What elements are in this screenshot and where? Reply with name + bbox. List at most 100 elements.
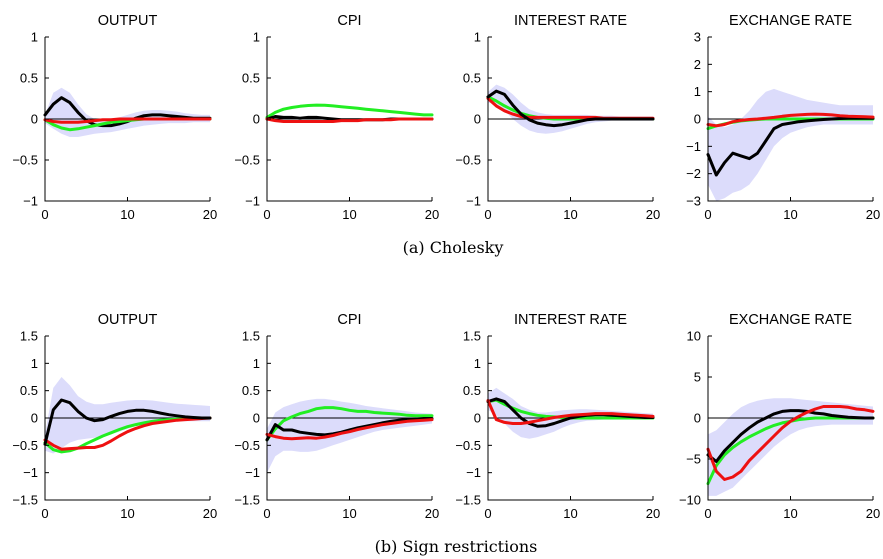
series-line-green	[265, 406, 434, 442]
confidence-band	[45, 87, 210, 137]
y-tick-label: 0	[694, 411, 701, 426]
x-tick-label: 10	[563, 207, 577, 222]
series-line-black	[486, 397, 655, 428]
series-line-red	[486, 399, 655, 425]
x-tick-label: 10	[783, 506, 797, 521]
y-tick-label: −1	[466, 465, 481, 480]
caption-cholesky: (a) Cholesky	[403, 238, 504, 257]
confidence-band	[708, 88, 873, 201]
x-tick-label: 10	[563, 506, 577, 521]
confidence-band	[488, 84, 653, 134]
y-tick-label: 5	[694, 370, 701, 385]
y-tick-label: −0.5	[455, 438, 481, 453]
caption-sign-restrictions: (b) Sign restrictions	[375, 537, 538, 556]
y-tick-label: −1	[245, 465, 260, 480]
confidence-band	[708, 398, 873, 496]
y-tick-label: 1	[253, 356, 260, 371]
x-tick-label: 20	[866, 506, 880, 521]
x-tick-label: 20	[646, 506, 660, 521]
y-tick-label: −10	[679, 493, 701, 508]
y-tick-label: −0.5	[12, 438, 38, 453]
series-line-red	[265, 418, 434, 441]
y-tick-label: 0.5	[463, 71, 481, 86]
y-tick-label: −3	[686, 194, 701, 209]
x-tick-label: 0	[704, 207, 711, 222]
y-tick-label: 1	[253, 30, 260, 45]
y-tick-label: −0.5	[234, 438, 260, 453]
x-tick-label: 20	[425, 506, 439, 521]
x-tick-label: 20	[203, 207, 217, 222]
series-line-black	[706, 409, 875, 463]
y-tick-label: −1.5	[455, 493, 481, 508]
panel-title: OUTPUT	[98, 312, 158, 328]
x-tick-label: 10	[120, 506, 134, 521]
y-tick-label: 0	[474, 411, 481, 426]
y-tick-label: −5	[686, 452, 701, 467]
series-line-red	[43, 416, 212, 451]
x-tick-label: 0	[263, 506, 270, 521]
y-tick-label: −0.5	[234, 153, 260, 168]
y-tick-label: 1.5	[20, 329, 38, 344]
x-tick-label: 20	[866, 207, 880, 222]
y-tick-label: 0.5	[20, 71, 38, 86]
y-tick-label: 3	[694, 30, 701, 45]
confidence-band	[267, 398, 432, 473]
y-tick-label: 0	[694, 112, 701, 127]
series-line-red	[706, 405, 875, 481]
x-tick-label: 10	[342, 506, 356, 521]
series-line-red	[265, 117, 434, 123]
x-tick-label: 10	[120, 207, 134, 222]
series-line-black	[265, 417, 434, 442]
panel-title: OUTPUT	[98, 13, 158, 29]
panel-title: EXCHANGE RATE	[729, 13, 852, 29]
y-tick-label: 0	[31, 112, 38, 127]
series-line-green	[265, 103, 434, 119]
y-tick-label: 0.5	[242, 71, 260, 86]
y-tick-label: −1	[23, 194, 38, 209]
x-tick-label: 0	[484, 207, 491, 222]
series-line-red	[43, 117, 212, 124]
y-tick-label: −1	[23, 465, 38, 480]
y-tick-label: 1	[474, 30, 481, 45]
y-tick-label: −1	[686, 139, 701, 154]
series-line-black	[706, 116, 875, 177]
series-line-red	[706, 112, 875, 128]
panel-title: CPI	[337, 13, 361, 29]
x-tick-label: 20	[646, 207, 660, 222]
x-tick-label: 0	[484, 506, 491, 521]
panel-title: CPI	[337, 312, 361, 328]
y-tick-label: 1	[31, 30, 38, 45]
y-tick-label: −1	[245, 194, 260, 209]
x-tick-label: 0	[263, 207, 270, 222]
y-tick-label: −1.5	[234, 493, 260, 508]
y-tick-label: 0.5	[463, 383, 481, 398]
y-tick-label: 0.5	[242, 383, 260, 398]
chart-panel: −1.5 −1 −0.5 0 0.5 1 1.5 0 10 20 OUTPUT	[12, 312, 217, 521]
y-tick-label: −2	[686, 166, 701, 181]
y-tick-label: 1	[31, 356, 38, 371]
confidence-band	[488, 387, 653, 439]
y-tick-label: 1.5	[242, 329, 260, 344]
chart-panel: −10 −5 0 5 10 0 10 20 EXCHANGE RATE	[679, 312, 880, 521]
x-tick-label: 0	[704, 506, 711, 521]
panel-title: INTEREST RATE	[514, 312, 627, 328]
panel-title: EXCHANGE RATE	[729, 312, 852, 328]
y-tick-label: 0	[474, 112, 481, 127]
series-line-black	[486, 89, 655, 128]
y-tick-label: 1	[474, 356, 481, 371]
y-tick-label: 0.5	[20, 383, 38, 398]
x-tick-label: 0	[41, 506, 48, 521]
y-tick-label: 1.5	[463, 329, 481, 344]
y-tick-label: 2	[694, 57, 701, 72]
y-tick-label: 10	[687, 329, 701, 344]
x-tick-label: 10	[783, 207, 797, 222]
y-tick-label: −1	[466, 194, 481, 209]
y-tick-label: 0	[253, 112, 260, 127]
chart-panel: −1.5 −1 −0.5 0 0.5 1 1.5 0 10 20 INTEREST RATE	[455, 312, 660, 521]
panel-title: INTEREST RATE	[514, 13, 627, 29]
y-tick-label: −1.5	[12, 493, 38, 508]
